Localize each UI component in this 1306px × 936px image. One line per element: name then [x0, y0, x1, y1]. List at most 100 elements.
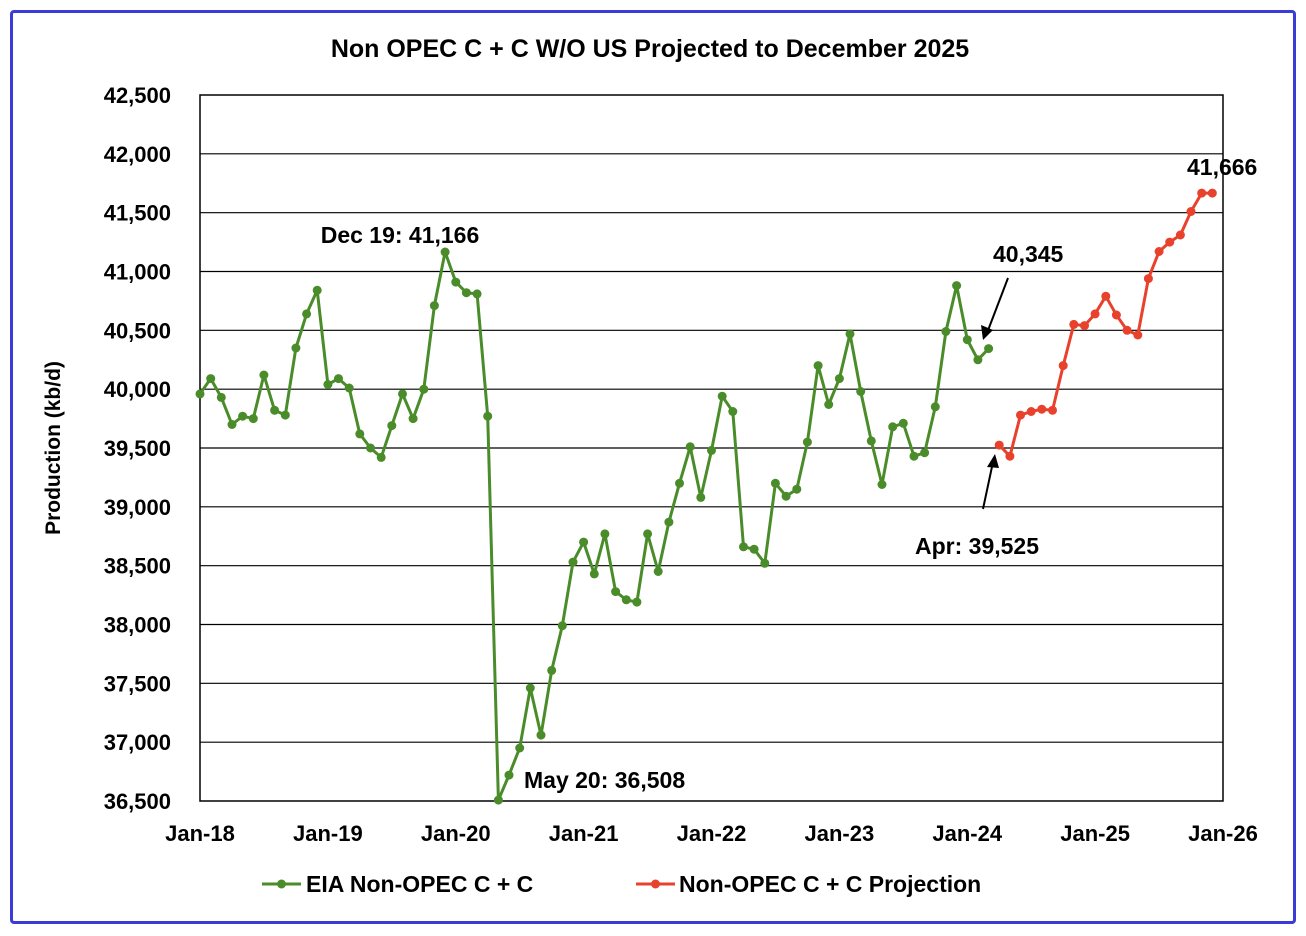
annotation-may20: May 20: 36,508	[524, 767, 685, 793]
annotation-last-eia: 40,345	[993, 241, 1064, 267]
legend-label-eia: EIA Non-OPEC C + C	[306, 871, 533, 897]
y-tick-label: 39,500	[104, 436, 171, 461]
series-point-0	[984, 344, 994, 354]
arrow-apr	[982, 461, 994, 510]
y-tick-label: 41,500	[104, 201, 171, 226]
series-point-1	[1143, 274, 1153, 284]
series-point-0	[600, 529, 610, 539]
series-point-0	[781, 491, 791, 501]
series-point-0	[717, 391, 727, 401]
y-tick-label: 40,500	[104, 318, 171, 343]
series-point-1	[1026, 407, 1036, 416]
y-tick-label: 42,500	[104, 83, 171, 108]
series-point-0	[632, 597, 642, 607]
plot-area-border	[199, 94, 1224, 802]
series-point-1	[1080, 321, 1089, 331]
series-point-0	[302, 309, 312, 319]
arrowhead-last-eia	[981, 325, 993, 340]
series-point-0	[813, 361, 823, 371]
arrow-last-eia	[986, 277, 1009, 334]
series-point-0	[483, 411, 493, 421]
series-point-0	[270, 405, 280, 415]
series-point-1	[1122, 325, 1132, 335]
y-axis-label: Production (kb/d)	[42, 361, 65, 535]
series-point-0	[973, 355, 983, 365]
series-point-0	[366, 443, 375, 453]
y-tick-label: 38,500	[104, 554, 171, 579]
legend-marker-projection	[651, 879, 660, 889]
series-point-0	[216, 392, 226, 402]
series-point-0	[760, 558, 770, 568]
chart-title: Non OPEC C + C W/O US Projected to Decem…	[331, 35, 969, 63]
series-point-1	[1090, 309, 1100, 319]
series-point-0	[834, 374, 844, 384]
series-point-0	[845, 329, 855, 339]
series-point-0	[334, 374, 343, 384]
series-point-0	[259, 370, 269, 380]
series-point-0	[248, 414, 258, 424]
series-point-0	[866, 436, 876, 446]
series-point-0	[525, 683, 535, 693]
x-tick-label: Jan-23	[805, 821, 875, 846]
series-point-0	[856, 387, 866, 396]
series-group	[195, 188, 1217, 805]
y-tick-label: 36,500	[104, 789, 171, 814]
series-point-0	[493, 795, 503, 805]
series-point-0	[515, 743, 525, 753]
y-tick-label: 37,000	[104, 730, 171, 755]
series-point-0	[568, 557, 578, 567]
series-point-0	[227, 420, 237, 429]
legend-label-projection: Non-OPEC C + C Projection	[679, 871, 981, 897]
series-point-0	[877, 480, 887, 489]
series-point-0	[643, 529, 653, 539]
series-point-1	[1069, 319, 1079, 329]
series-point-1	[1111, 310, 1121, 320]
series-point-0	[461, 288, 471, 298]
x-tick-label: Jan-26	[1188, 821, 1258, 846]
chart-frame	[10, 10, 1296, 924]
series-point-0	[238, 411, 248, 421]
series-point-0	[770, 478, 780, 488]
series-point-0	[547, 665, 557, 675]
x-tick-labels: Jan-18 Jan-19 Jan-20 Jan-21 Jan-22 Jan-23 Jan-…	[165, 821, 1258, 846]
x-tick-label: Jan-24	[932, 821, 1002, 846]
series-point-0	[589, 569, 599, 579]
series-point-1	[1037, 404, 1047, 414]
series-point-0	[962, 335, 972, 345]
series-point-0	[739, 542, 748, 552]
series-point-0	[312, 285, 322, 295]
series-point-1	[1175, 230, 1185, 240]
series-point-0	[355, 429, 365, 439]
series-point-0	[408, 414, 418, 424]
series-point-0	[898, 418, 908, 428]
series-point-0	[206, 374, 216, 384]
series-point-0	[707, 445, 716, 455]
x-tick-label: Jan-18	[165, 821, 235, 846]
y-tick-label: 42,000	[104, 142, 171, 167]
series-point-1	[1186, 207, 1196, 216]
y-tick-label: 38,000	[104, 613, 171, 638]
x-tick-label: Jan-21	[549, 821, 619, 846]
series-point-0	[728, 407, 738, 416]
series-point-0	[323, 380, 333, 389]
series-point-0	[472, 289, 482, 299]
series-point-0	[685, 442, 695, 452]
series-point-1	[994, 440, 1004, 450]
series-point-1	[1154, 247, 1164, 256]
series-point-0	[344, 383, 354, 393]
series-line-0	[198, 250, 990, 802]
series-point-1	[1016, 410, 1025, 420]
series-point-1	[1133, 330, 1143, 340]
y-tick-label: 39,000	[104, 495, 171, 520]
series-point-1	[1207, 188, 1217, 198]
series-point-0	[749, 544, 759, 554]
legend: EIA Non-OPEC C + C Non-OPEC C + C Projec…	[262, 871, 981, 897]
series-point-0	[802, 437, 812, 447]
series-point-0	[419, 384, 429, 394]
x-tick-label: Jan-22	[677, 821, 747, 846]
series-point-0	[909, 451, 919, 461]
annotation-apr: Apr: 39,525	[915, 533, 1039, 559]
series-point-1	[1197, 188, 1207, 198]
y-tick-label: 40,000	[104, 377, 171, 402]
annotation-dec19: Dec 19: 41,166	[321, 222, 480, 248]
